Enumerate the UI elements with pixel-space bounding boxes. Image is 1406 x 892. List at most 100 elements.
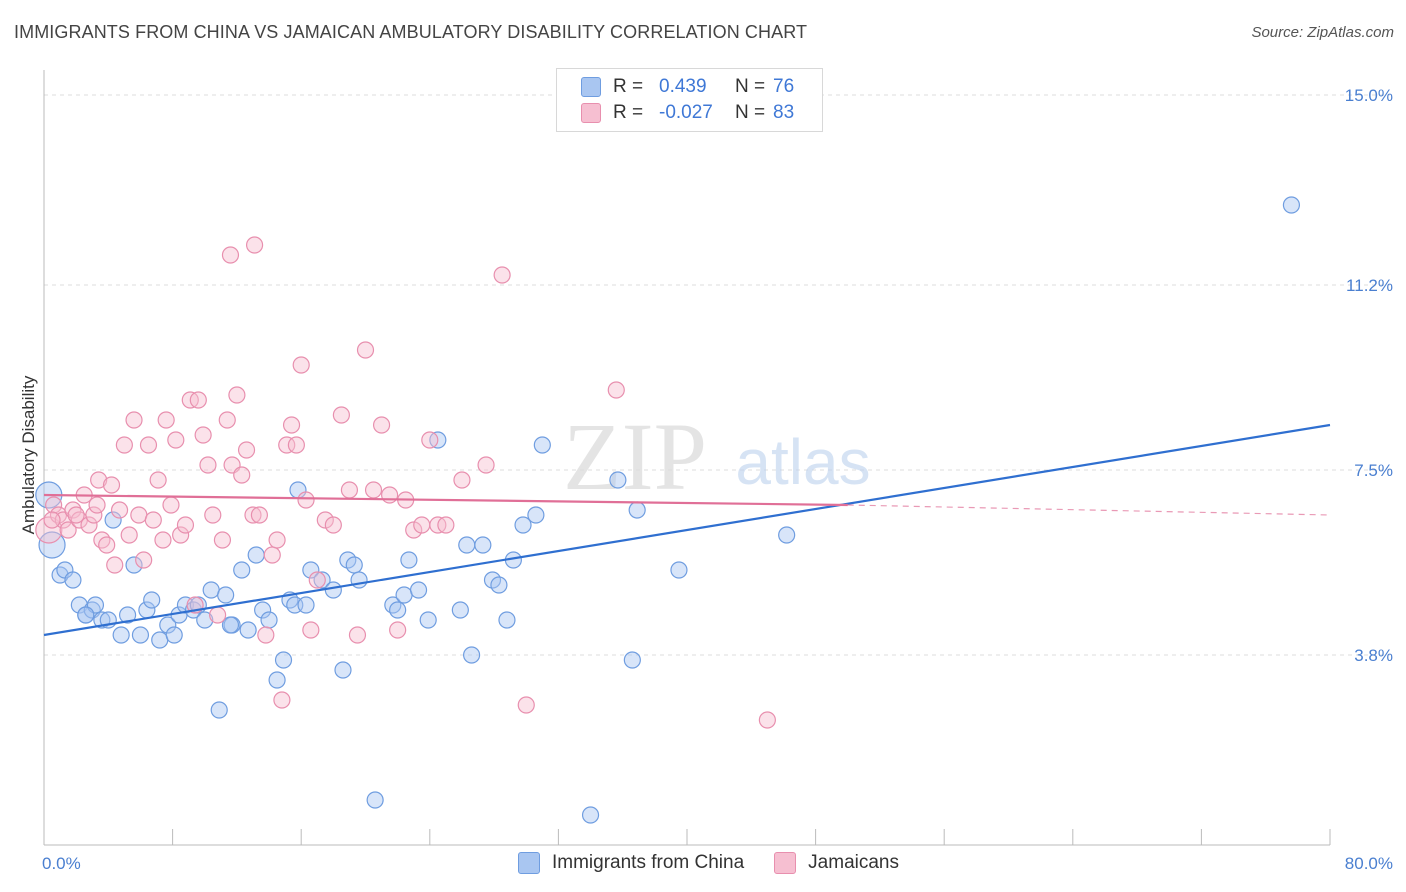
jamaican-point (297, 491, 315, 509)
china-point (239, 621, 257, 639)
jamaican-point (209, 606, 227, 624)
jamaican-point (93, 531, 111, 549)
jamaican-point (340, 481, 359, 499)
china-point (670, 561, 688, 579)
jamaican-point (381, 486, 399, 504)
jamaican-point (493, 266, 511, 284)
china-point (384, 596, 402, 614)
china-point (623, 651, 641, 669)
jamaican-point (477, 456, 495, 474)
china-point (77, 606, 95, 624)
jamaican-point (324, 516, 342, 534)
jamaican-point (413, 516, 431, 534)
china-point (260, 611, 278, 629)
china-point (458, 536, 476, 554)
jamaican-point (115, 436, 133, 454)
legend-n-value: 76 (773, 76, 795, 97)
watermark-atlas: atlas (735, 426, 870, 498)
y-tick-label: 3.8% (1354, 646, 1393, 665)
series-legend-item-china[interactable]: Immigrants from China (518, 852, 744, 874)
jamaican-point (389, 621, 407, 639)
china-point (196, 611, 214, 629)
jamaican-point (64, 501, 82, 519)
x-tick-label: 0.0% (42, 854, 81, 873)
china-point (334, 661, 352, 679)
chart-title: IMMIGRANTS FROM CHINA VS JAMAICAN AMBULA… (14, 22, 808, 42)
jamaican-point (250, 506, 269, 524)
china-point (143, 591, 161, 609)
jamaican-point (421, 431, 439, 449)
jamaican-point (199, 456, 217, 474)
china-point (210, 701, 228, 719)
y-tick-label: 15.0% (1345, 86, 1393, 105)
china-point (400, 551, 418, 569)
legend-r-value: -0.027 (659, 102, 713, 123)
watermark-zip: ZIP (563, 403, 707, 510)
jamaican-point (85, 506, 103, 524)
china-point (490, 576, 508, 594)
jamaican-point (233, 466, 251, 484)
china-point (159, 616, 177, 634)
jamaican-point (228, 386, 246, 404)
series-swatch-jamaicans (774, 852, 797, 874)
jamaican-point (135, 551, 153, 569)
china-point (51, 566, 69, 584)
jamaican-point (106, 556, 124, 574)
china-point (395, 586, 413, 604)
jamaican-point (302, 621, 320, 639)
jamaican-point (88, 496, 106, 514)
series-label-china: Immigrants from China (552, 852, 745, 873)
jamaican-point (221, 246, 240, 264)
legend-swatch-china (581, 77, 601, 97)
y-tick-label: 7.5% (1354, 461, 1393, 480)
china-point (581, 806, 600, 824)
jamaican-point (194, 426, 212, 444)
china-point (498, 611, 516, 629)
china-point (313, 571, 331, 589)
jamaican-point (204, 506, 222, 524)
jamaican-point (102, 476, 121, 494)
y-axis-label: Ambulatory Disability (19, 375, 38, 534)
jamaican-point (287, 436, 305, 454)
jamaican-point (332, 406, 350, 424)
china-point (221, 616, 240, 634)
jamaican-point (45, 496, 63, 514)
china-point (247, 546, 265, 564)
china-point (233, 561, 251, 579)
china-trend-line (43, 423, 1331, 637)
jamaican-point (43, 511, 61, 529)
jamaican-point (244, 506, 262, 524)
jamaican-point (278, 436, 296, 454)
jamaican-point (154, 531, 172, 549)
jamaican-point (758, 711, 776, 729)
jamaican-point (453, 471, 471, 489)
legend-row-china: R = 0.439 N = 76 (581, 75, 794, 99)
china-point (409, 581, 428, 599)
legend-n-label: N = (735, 102, 766, 123)
jamaican-point (189, 391, 207, 409)
jamaican-point (517, 696, 535, 714)
china-point (104, 511, 122, 529)
china-point (628, 501, 646, 519)
series-legend-item-jamaicans[interactable]: Jamaicans (774, 852, 899, 874)
jamaican-point (90, 471, 108, 489)
trend-lines (43, 423, 1331, 637)
jamaican-point (372, 416, 391, 434)
jamaican-point (292, 356, 310, 374)
watermark: ZIP atlas (563, 403, 871, 510)
legend-n-value: 83 (773, 102, 795, 123)
series-label-jamaicans: Jamaicans (808, 852, 899, 873)
china-point (125, 556, 143, 574)
jamaican-point (149, 471, 167, 489)
x-tick-label: 80.0% (1345, 854, 1393, 873)
jamaican-point (356, 341, 375, 359)
china-point (118, 606, 137, 624)
china-point (451, 601, 469, 619)
jamaican-point (157, 411, 175, 429)
jamaican-point (167, 431, 185, 449)
data-points (35, 196, 1301, 824)
jamaican-point (257, 626, 275, 644)
china-point (419, 611, 437, 629)
jamaican-point (437, 516, 455, 534)
